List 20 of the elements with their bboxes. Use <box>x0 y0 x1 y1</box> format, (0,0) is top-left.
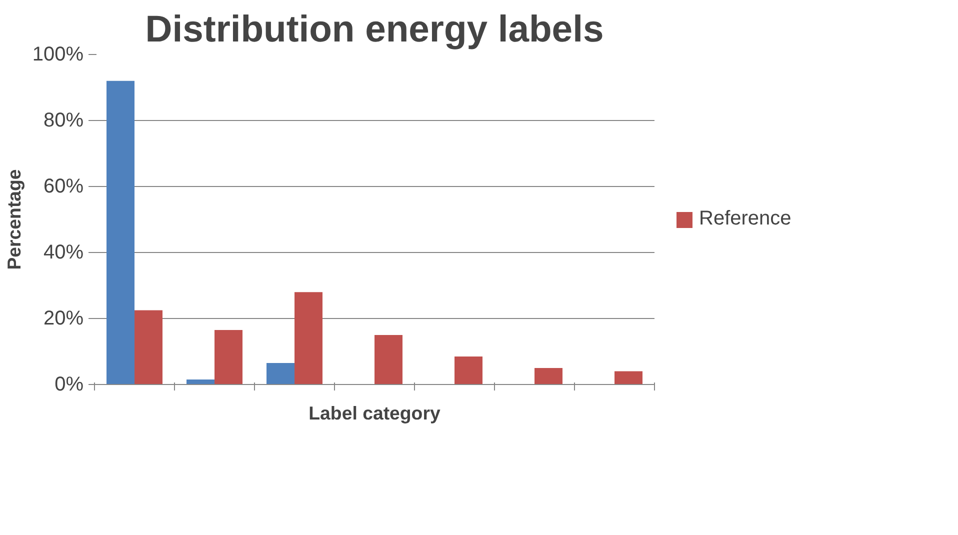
y-axis-title: Percentage <box>3 169 24 270</box>
bar <box>294 292 322 384</box>
y-tick-label: 80% <box>43 110 84 132</box>
y-tick-label: 40% <box>43 242 84 264</box>
legend-label: Reference <box>699 208 792 230</box>
bar <box>454 356 482 384</box>
y-tick-label: 100% <box>32 44 84 66</box>
bar <box>186 380 214 384</box>
bar <box>374 335 402 384</box>
chart-title: Distribution energy labels <box>145 8 604 50</box>
bar <box>106 80 134 384</box>
bar <box>266 363 294 384</box>
y-tick-label: 0% <box>54 374 84 396</box>
x-axis-title: Label category <box>308 402 441 424</box>
bar <box>614 371 642 384</box>
y-tick-label: 60% <box>43 176 84 198</box>
bar <box>534 368 562 384</box>
bar <box>134 310 162 384</box>
bar <box>214 330 242 384</box>
y-tick-label: 20% <box>43 308 84 330</box>
